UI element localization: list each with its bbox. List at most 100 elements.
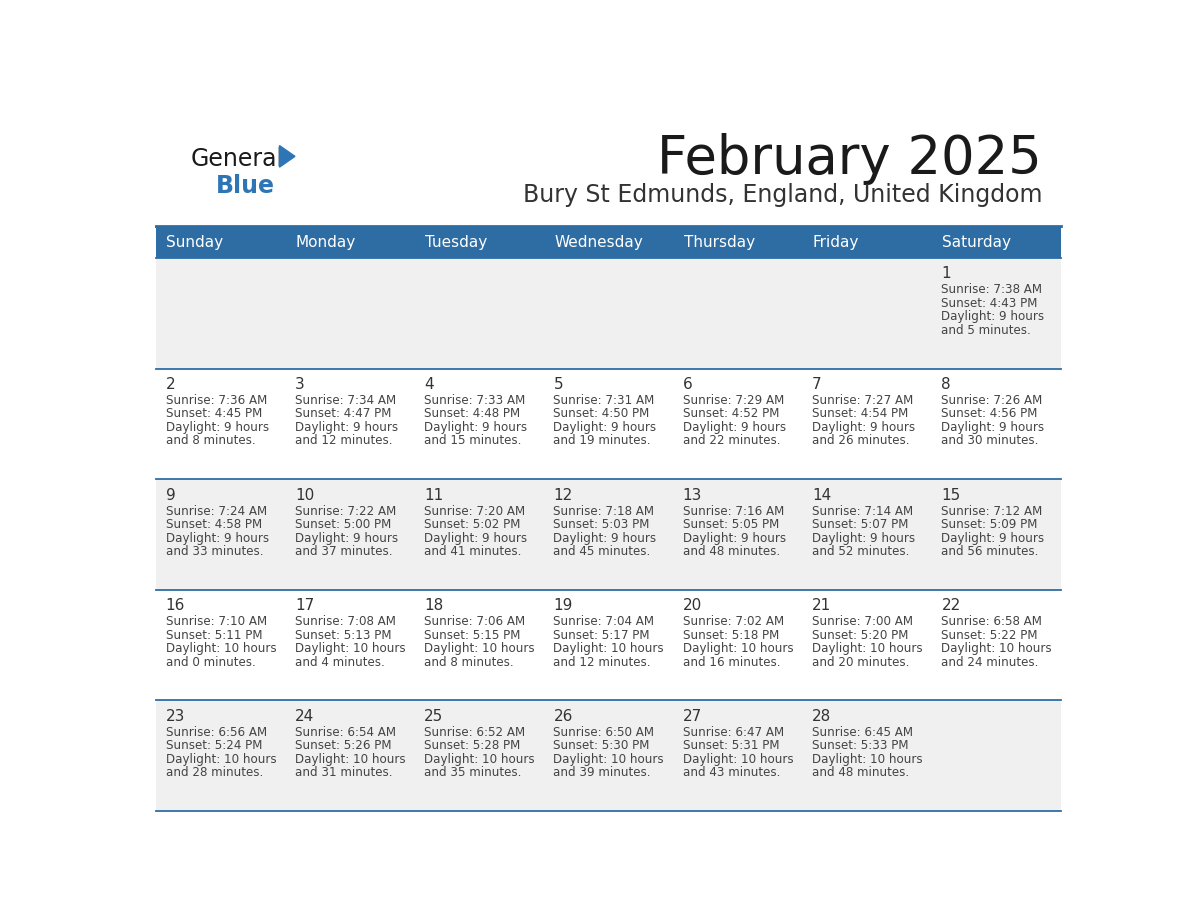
Bar — [803, 368, 933, 479]
Text: Sunrise: 7:26 AM: Sunrise: 7:26 AM — [941, 394, 1043, 407]
Bar — [285, 368, 415, 479]
Text: Sunset: 4:50 PM: Sunset: 4:50 PM — [554, 408, 650, 420]
Bar — [285, 700, 415, 811]
Text: and 48 minutes.: and 48 minutes. — [683, 545, 781, 558]
Bar — [933, 368, 1061, 479]
Bar — [544, 258, 674, 368]
Text: Sunset: 5:22 PM: Sunset: 5:22 PM — [941, 629, 1038, 642]
Text: 23: 23 — [165, 709, 185, 723]
Text: Daylight: 10 hours: Daylight: 10 hours — [165, 642, 276, 655]
Text: and 39 minutes.: and 39 minutes. — [554, 767, 651, 779]
Text: Sunset: 4:48 PM: Sunset: 4:48 PM — [424, 408, 520, 420]
Text: Sunrise: 7:14 AM: Sunrise: 7:14 AM — [813, 505, 914, 518]
Text: Sunset: 5:17 PM: Sunset: 5:17 PM — [554, 629, 650, 642]
Bar — [803, 479, 933, 589]
Text: and 45 minutes.: and 45 minutes. — [554, 545, 651, 558]
Text: 22: 22 — [941, 599, 961, 613]
Text: 27: 27 — [683, 709, 702, 723]
Bar — [157, 479, 285, 589]
Text: Sunrise: 6:54 AM: Sunrise: 6:54 AM — [295, 726, 396, 739]
Text: 28: 28 — [813, 709, 832, 723]
Text: Daylight: 9 hours: Daylight: 9 hours — [813, 532, 915, 544]
Text: Sunset: 5:15 PM: Sunset: 5:15 PM — [424, 629, 520, 642]
Bar — [803, 258, 933, 368]
Text: Sunrise: 7:06 AM: Sunrise: 7:06 AM — [424, 615, 525, 628]
Text: Wednesday: Wednesday — [555, 235, 643, 250]
Text: Sunrise: 7:33 AM: Sunrise: 7:33 AM — [424, 394, 525, 407]
Text: 16: 16 — [165, 599, 185, 613]
Bar — [285, 479, 415, 589]
Text: 25: 25 — [424, 709, 443, 723]
Text: 7: 7 — [813, 377, 822, 392]
Bar — [415, 227, 544, 258]
Text: and 43 minutes.: and 43 minutes. — [683, 767, 781, 779]
Text: Daylight: 9 hours: Daylight: 9 hours — [295, 532, 398, 544]
Text: Daylight: 10 hours: Daylight: 10 hours — [424, 753, 535, 766]
Bar — [674, 589, 803, 700]
Text: Daylight: 10 hours: Daylight: 10 hours — [683, 753, 794, 766]
Text: and 56 minutes.: and 56 minutes. — [941, 545, 1038, 558]
Text: Sunset: 5:07 PM: Sunset: 5:07 PM — [813, 518, 909, 531]
Text: 9: 9 — [165, 487, 176, 503]
Text: and 26 minutes.: and 26 minutes. — [813, 434, 910, 447]
Polygon shape — [279, 146, 295, 167]
Text: Daylight: 9 hours: Daylight: 9 hours — [683, 532, 786, 544]
Text: Sunset: 5:28 PM: Sunset: 5:28 PM — [424, 739, 520, 752]
Text: and 48 minutes.: and 48 minutes. — [813, 767, 909, 779]
Text: Monday: Monday — [296, 235, 356, 250]
Text: Sunset: 4:56 PM: Sunset: 4:56 PM — [941, 408, 1038, 420]
Text: Daylight: 9 hours: Daylight: 9 hours — [554, 421, 657, 434]
Text: Daylight: 10 hours: Daylight: 10 hours — [683, 642, 794, 655]
Text: Daylight: 10 hours: Daylight: 10 hours — [554, 642, 664, 655]
Text: Sunrise: 7:36 AM: Sunrise: 7:36 AM — [165, 394, 267, 407]
Text: and 33 minutes.: and 33 minutes. — [165, 545, 263, 558]
Text: Sunset: 5:02 PM: Sunset: 5:02 PM — [424, 518, 520, 531]
Text: and 8 minutes.: and 8 minutes. — [165, 434, 255, 447]
Text: Sunrise: 7:04 AM: Sunrise: 7:04 AM — [554, 615, 655, 628]
Text: Sunset: 5:31 PM: Sunset: 5:31 PM — [683, 739, 779, 752]
Text: Sunrise: 7:08 AM: Sunrise: 7:08 AM — [295, 615, 396, 628]
Text: Sunrise: 7:02 AM: Sunrise: 7:02 AM — [683, 615, 784, 628]
Bar — [803, 700, 933, 811]
Text: Daylight: 9 hours: Daylight: 9 hours — [683, 421, 786, 434]
Bar — [933, 589, 1061, 700]
Bar — [415, 589, 544, 700]
Text: Daylight: 10 hours: Daylight: 10 hours — [295, 642, 405, 655]
Text: Daylight: 9 hours: Daylight: 9 hours — [424, 421, 527, 434]
Bar — [415, 258, 544, 368]
Text: 6: 6 — [683, 377, 693, 392]
Bar — [674, 700, 803, 811]
Text: and 52 minutes.: and 52 minutes. — [813, 545, 910, 558]
Text: Sunset: 5:24 PM: Sunset: 5:24 PM — [165, 739, 261, 752]
Text: and 16 minutes.: and 16 minutes. — [683, 655, 781, 668]
Text: Sunrise: 6:56 AM: Sunrise: 6:56 AM — [165, 726, 266, 739]
Bar — [544, 368, 674, 479]
Text: Friday: Friday — [813, 235, 859, 250]
Text: 5: 5 — [554, 377, 563, 392]
Text: Blue: Blue — [216, 174, 274, 197]
Text: 21: 21 — [813, 599, 832, 613]
Bar — [285, 589, 415, 700]
Text: 24: 24 — [295, 709, 314, 723]
Text: Daylight: 10 hours: Daylight: 10 hours — [554, 753, 664, 766]
Text: Daylight: 9 hours: Daylight: 9 hours — [295, 421, 398, 434]
Text: Daylight: 9 hours: Daylight: 9 hours — [941, 421, 1044, 434]
Text: and 0 minutes.: and 0 minutes. — [165, 655, 255, 668]
Text: Daylight: 10 hours: Daylight: 10 hours — [165, 753, 276, 766]
Text: 10: 10 — [295, 487, 314, 503]
Text: Sunset: 4:43 PM: Sunset: 4:43 PM — [941, 297, 1038, 310]
Text: Sunrise: 7:29 AM: Sunrise: 7:29 AM — [683, 394, 784, 407]
Text: Sunrise: 6:52 AM: Sunrise: 6:52 AM — [424, 726, 525, 739]
Text: 18: 18 — [424, 599, 443, 613]
Bar — [415, 479, 544, 589]
Text: Sunset: 4:45 PM: Sunset: 4:45 PM — [165, 408, 261, 420]
Text: and 22 minutes.: and 22 minutes. — [683, 434, 781, 447]
Text: Thursday: Thursday — [683, 235, 754, 250]
Bar — [544, 700, 674, 811]
Text: and 37 minutes.: and 37 minutes. — [295, 545, 392, 558]
Text: 17: 17 — [295, 599, 314, 613]
Bar — [544, 227, 674, 258]
Text: Sunrise: 7:27 AM: Sunrise: 7:27 AM — [813, 394, 914, 407]
Bar — [544, 589, 674, 700]
Bar — [933, 700, 1061, 811]
